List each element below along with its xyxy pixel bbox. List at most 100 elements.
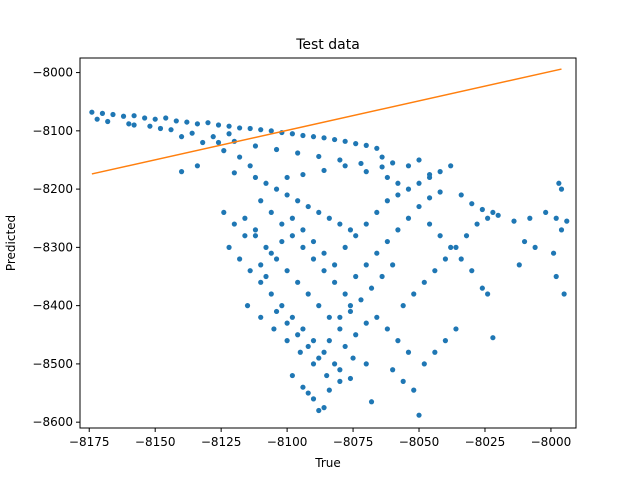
- scatter-point: [374, 209, 380, 216]
- scatter-point: [284, 268, 290, 274]
- scatter-point: [342, 244, 348, 250]
- scatter-point: [305, 291, 311, 297]
- y-tick-label: −8600: [32, 415, 73, 429]
- scatter-point: [405, 163, 412, 169]
- scatter-point: [326, 215, 332, 221]
- scatter-point: [321, 250, 327, 256]
- scatter-point: [521, 238, 528, 245]
- scatter-point: [284, 338, 290, 344]
- identity-line: [91, 68, 562, 175]
- scatter-point: [316, 209, 322, 216]
- scatter-point: [490, 335, 496, 341]
- scatter-point: [411, 387, 417, 393]
- scatter-point: [326, 387, 332, 393]
- scatter-point: [421, 361, 427, 367]
- scatter-point: [342, 138, 348, 144]
- x-tick-label: −8075: [333, 435, 374, 449]
- scatter-point: [453, 244, 459, 250]
- scatter-point: [300, 132, 306, 139]
- scatter-point: [405, 215, 412, 221]
- scatter-point: [347, 308, 354, 315]
- scatter-point: [131, 122, 137, 128]
- scatter-point: [411, 291, 417, 297]
- scatter-point: [353, 332, 359, 338]
- scatter-point: [553, 273, 559, 280]
- chart-title: Test data: [295, 37, 360, 53]
- scatter-point: [458, 192, 464, 198]
- scatter-point: [400, 378, 406, 384]
- scatter-point: [432, 349, 438, 355]
- scatter-point: [300, 384, 306, 390]
- scatter-point: [194, 163, 200, 169]
- scatter-point: [453, 326, 459, 332]
- scatter-point: [363, 169, 369, 175]
- scatter-point: [226, 131, 232, 137]
- scatter-point: [295, 332, 301, 338]
- scatter-point: [94, 116, 100, 122]
- scatter-point: [231, 221, 237, 227]
- scatter-point: [347, 227, 354, 233]
- scatter-point: [379, 164, 385, 170]
- scatter-point: [416, 412, 422, 418]
- scatter-point: [284, 192, 290, 198]
- scatter-point: [310, 361, 317, 367]
- reference-line-series: [91, 68, 562, 175]
- scatter-point: [437, 189, 443, 195]
- scatter-point: [258, 262, 264, 268]
- scatter-point: [384, 198, 390, 204]
- scatter-point: [347, 303, 354, 309]
- scatter-point: [173, 118, 179, 124]
- scatter-point: [237, 154, 243, 160]
- scatter-point: [142, 115, 148, 121]
- y-tick-label: −8500: [32, 357, 73, 371]
- scatter-point: [374, 145, 380, 151]
- scatter-point: [390, 160, 396, 166]
- scatter-point: [295, 198, 301, 204]
- scatter-point: [279, 303, 285, 309]
- x-axis-label: True: [314, 456, 341, 470]
- scatter-point: [99, 110, 106, 116]
- scatter-point: [300, 227, 306, 233]
- scatter-point: [263, 180, 269, 186]
- scatter-point: [110, 111, 116, 118]
- scatter-point: [316, 153, 322, 160]
- scatter-point: [300, 326, 306, 332]
- scatter-point: [337, 314, 343, 320]
- scatter-point: [363, 361, 369, 367]
- scatter-point: [258, 198, 264, 204]
- scatter-point: [463, 233, 470, 239]
- scatter-point: [448, 244, 454, 250]
- scatter-point: [215, 139, 222, 146]
- scatter-point: [342, 343, 348, 350]
- scatter-point: [395, 180, 401, 186]
- scatter-point: [310, 134, 317, 140]
- y-tick-label: −8200: [32, 182, 73, 196]
- scatter-point: [353, 141, 359, 147]
- scatter-point: [279, 238, 285, 245]
- scatter-point: [273, 186, 280, 192]
- scatter-point: [321, 135, 327, 141]
- scatter-point: [305, 390, 311, 396]
- scatter-point: [490, 209, 496, 216]
- scatter-point: [163, 115, 169, 121]
- scatter-point: [363, 142, 369, 148]
- scatter-point: [561, 291, 567, 297]
- y-tick-label: −8000: [32, 66, 73, 80]
- scatter-point: [342, 291, 348, 297]
- scatter-point: [305, 343, 311, 350]
- scatter-point: [363, 320, 369, 326]
- scatter-point: [152, 116, 158, 122]
- scatter-point: [395, 227, 401, 233]
- scatter-point: [332, 279, 338, 285]
- scatter-point: [237, 125, 243, 131]
- scatter-point: [263, 273, 269, 280]
- scatter-point: [421, 279, 427, 285]
- scatter-point: [442, 338, 448, 344]
- scatter-point: [310, 256, 317, 262]
- scatter-point: [479, 285, 485, 291]
- scatter-point: [532, 244, 538, 250]
- scatter-point: [374, 314, 380, 320]
- scatter-point: [215, 122, 222, 128]
- scatter-point: [395, 338, 401, 344]
- scatter-point: [310, 338, 317, 344]
